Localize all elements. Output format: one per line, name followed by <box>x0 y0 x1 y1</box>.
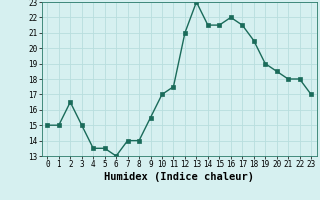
X-axis label: Humidex (Indice chaleur): Humidex (Indice chaleur) <box>104 172 254 182</box>
